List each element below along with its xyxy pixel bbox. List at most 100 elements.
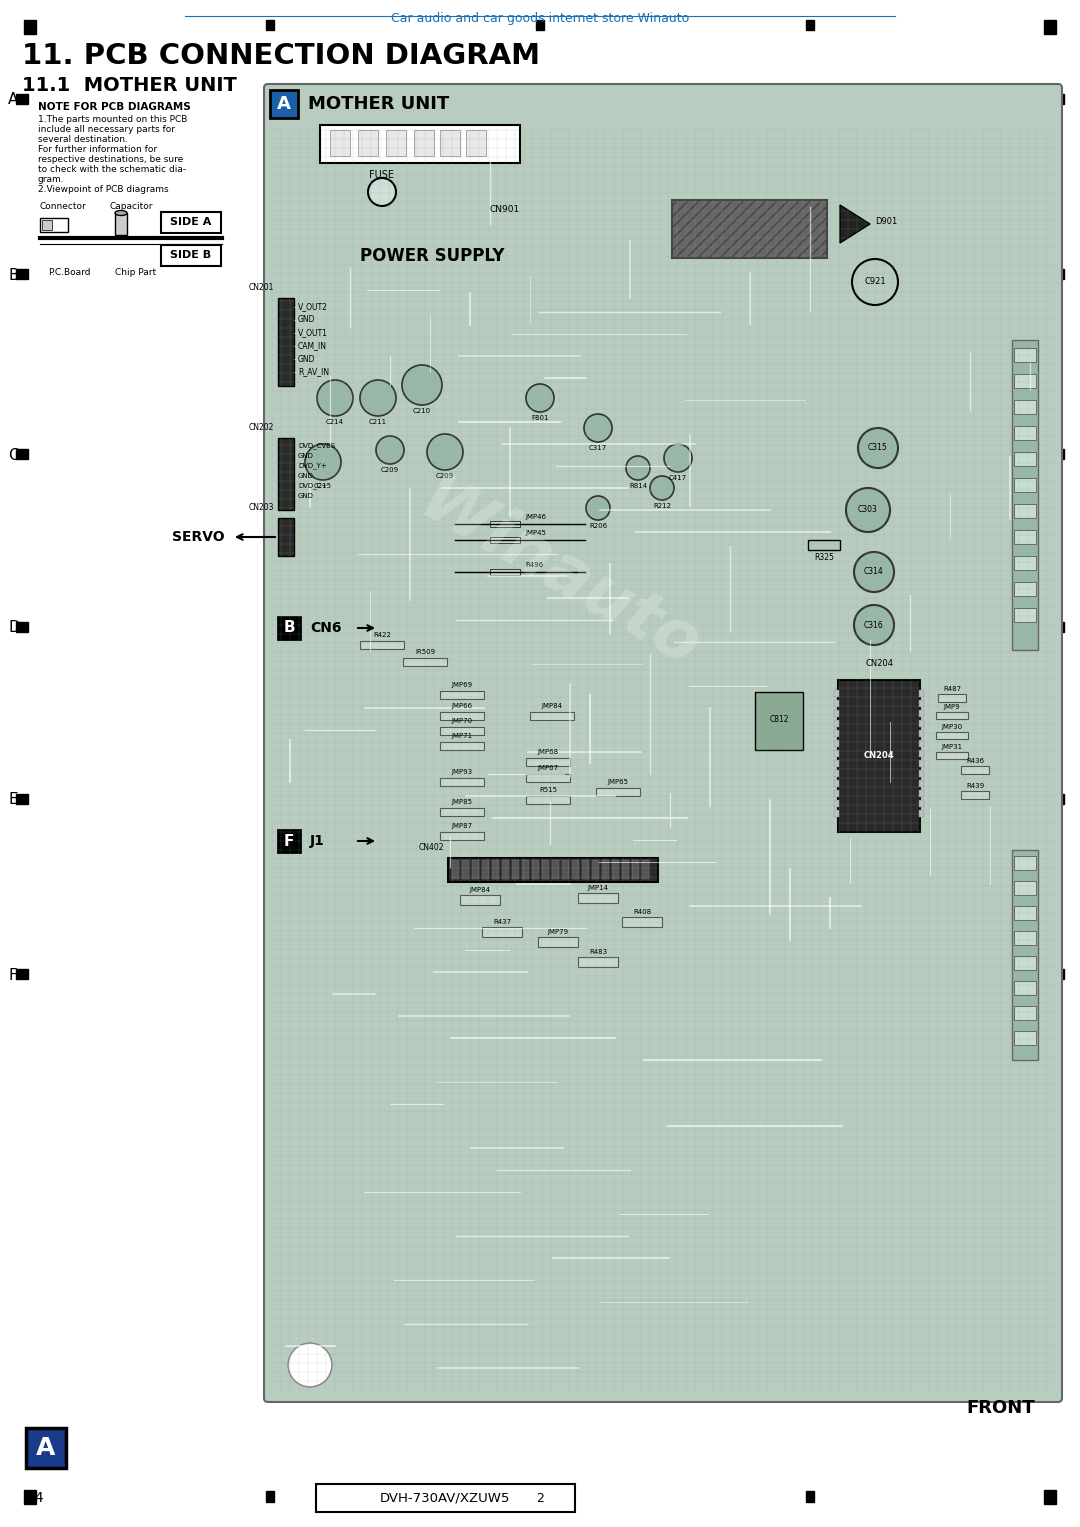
Text: 1: 1 bbox=[266, 20, 274, 34]
Bar bbox=[278, 438, 294, 510]
Bar bbox=[622, 918, 662, 927]
FancyBboxPatch shape bbox=[264, 84, 1062, 1402]
Bar bbox=[465, 130, 486, 156]
Text: C315: C315 bbox=[868, 443, 888, 452]
Text: C: C bbox=[8, 447, 18, 463]
Bar bbox=[936, 712, 968, 719]
Bar bbox=[919, 690, 924, 696]
Text: R_AV_IN: R_AV_IN bbox=[298, 368, 329, 377]
Bar bbox=[512, 860, 519, 880]
Bar bbox=[936, 731, 968, 739]
Circle shape bbox=[858, 428, 897, 467]
Bar bbox=[330, 130, 350, 156]
Text: C215: C215 bbox=[314, 483, 332, 489]
Text: JMP66: JMP66 bbox=[451, 702, 473, 709]
Text: B: B bbox=[283, 620, 295, 635]
Text: Winauto: Winauto bbox=[407, 467, 713, 683]
Bar bbox=[552, 860, 559, 880]
Text: C214: C214 bbox=[326, 418, 345, 425]
Bar bbox=[834, 710, 839, 718]
Bar bbox=[278, 518, 294, 556]
Bar bbox=[919, 789, 924, 797]
Text: F: F bbox=[8, 968, 17, 982]
Bar bbox=[1014, 931, 1036, 945]
Circle shape bbox=[368, 179, 396, 206]
Bar bbox=[1014, 980, 1036, 996]
Bar bbox=[291, 240, 620, 272]
Text: JMP84: JMP84 bbox=[541, 702, 563, 709]
Bar bbox=[278, 831, 300, 852]
Bar bbox=[1014, 374, 1036, 388]
Bar bbox=[536, 20, 544, 31]
Text: D901: D901 bbox=[875, 217, 897, 226]
Text: R408: R408 bbox=[633, 909, 651, 915]
Text: R212: R212 bbox=[653, 502, 671, 508]
Text: respective destinations, be sure: respective destinations, be sure bbox=[38, 156, 184, 163]
Text: C314: C314 bbox=[864, 568, 883, 577]
Bar bbox=[1014, 906, 1036, 919]
Bar bbox=[1012, 341, 1038, 651]
Text: For further information for: For further information for bbox=[38, 145, 157, 154]
Text: CN202: CN202 bbox=[248, 423, 274, 432]
Bar bbox=[919, 741, 924, 747]
Bar bbox=[16, 621, 28, 632]
Bar bbox=[1012, 851, 1038, 1060]
Text: CN204: CN204 bbox=[865, 660, 893, 667]
Bar bbox=[1044, 20, 1056, 34]
Circle shape bbox=[427, 434, 463, 470]
Text: JMP14: JMP14 bbox=[588, 886, 608, 890]
Text: C921: C921 bbox=[864, 278, 886, 287]
Bar bbox=[1052, 449, 1064, 460]
Text: GND: GND bbox=[298, 454, 314, 460]
Bar bbox=[834, 699, 839, 707]
Circle shape bbox=[846, 489, 890, 531]
Text: C303: C303 bbox=[859, 505, 878, 515]
Bar bbox=[440, 130, 460, 156]
Bar bbox=[919, 809, 924, 817]
Bar bbox=[939, 693, 966, 702]
Text: DVH-730AV/XZUW5: DVH-730AV/XZUW5 bbox=[380, 1492, 510, 1504]
Circle shape bbox=[854, 605, 894, 644]
Bar bbox=[834, 789, 839, 797]
Bar bbox=[1052, 95, 1064, 104]
Text: JMP68: JMP68 bbox=[538, 750, 558, 754]
Text: SIDE A: SIDE A bbox=[171, 217, 212, 228]
Text: 11. PCB CONNECTION DIAGRAM: 11. PCB CONNECTION DIAGRAM bbox=[22, 43, 540, 70]
Polygon shape bbox=[840, 205, 870, 243]
Bar bbox=[1014, 426, 1036, 440]
Circle shape bbox=[318, 380, 353, 415]
Bar bbox=[440, 692, 484, 699]
Circle shape bbox=[402, 365, 442, 405]
Circle shape bbox=[650, 476, 674, 499]
Text: A: A bbox=[37, 1435, 56, 1460]
Bar bbox=[386, 130, 406, 156]
Bar bbox=[834, 760, 839, 767]
Bar bbox=[440, 727, 484, 734]
Text: R439: R439 bbox=[966, 783, 984, 789]
Text: JMP93: JMP93 bbox=[451, 770, 473, 776]
Bar bbox=[1044, 1490, 1056, 1504]
Bar bbox=[919, 780, 924, 786]
Bar bbox=[834, 730, 839, 738]
Bar bbox=[42, 220, 52, 231]
FancyBboxPatch shape bbox=[161, 212, 221, 234]
Text: FUSE: FUSE bbox=[369, 169, 394, 180]
Text: POWER SUPPLY: POWER SUPPLY bbox=[360, 247, 504, 266]
Circle shape bbox=[584, 414, 612, 441]
Text: Capacitor: Capacitor bbox=[110, 202, 153, 211]
Text: 2.Viewpoint of PCB diagrams: 2.Viewpoint of PCB diagrams bbox=[38, 185, 168, 194]
Bar bbox=[919, 710, 924, 718]
Bar bbox=[1014, 881, 1036, 895]
Bar bbox=[578, 893, 618, 902]
Bar bbox=[919, 770, 924, 777]
Bar bbox=[360, 641, 404, 649]
Bar bbox=[538, 938, 578, 947]
Bar bbox=[440, 832, 484, 840]
Text: JMP69: JMP69 bbox=[451, 683, 473, 689]
Text: 2: 2 bbox=[536, 1492, 544, 1504]
Text: DVD_CVBS: DVD_CVBS bbox=[298, 443, 335, 449]
Bar bbox=[16, 269, 28, 279]
Text: MOTHER UNIT: MOTHER UNIT bbox=[308, 95, 449, 113]
Bar bbox=[526, 796, 570, 805]
Bar bbox=[602, 860, 609, 880]
